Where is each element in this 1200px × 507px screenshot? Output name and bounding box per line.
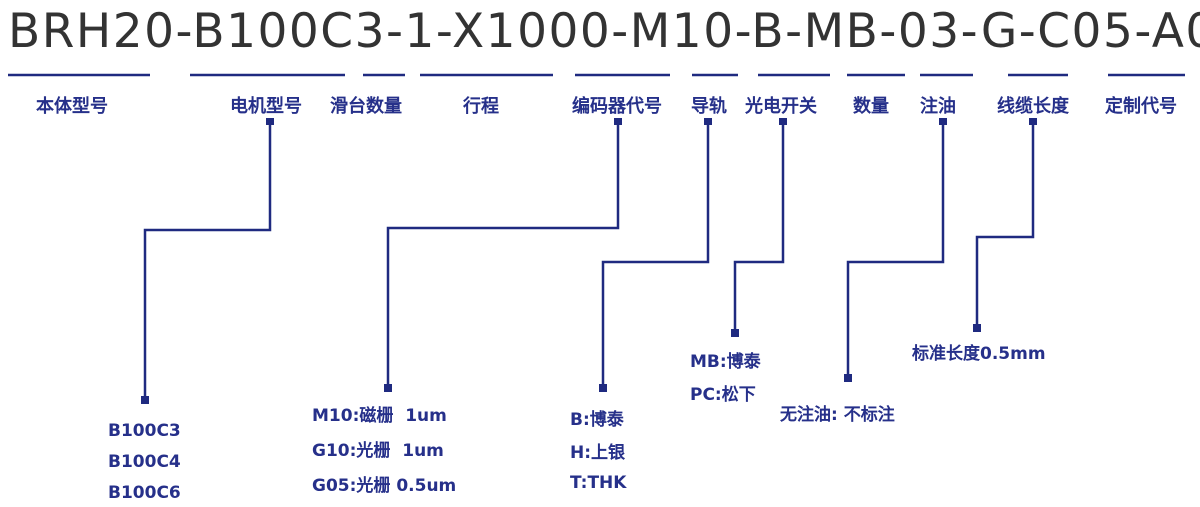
label-custom-code: 定制代号 bbox=[1105, 96, 1177, 117]
endpoint bbox=[599, 384, 607, 392]
label-slide-count: 滑台数量 bbox=[330, 96, 402, 117]
label-body-model: 本体型号 bbox=[36, 96, 108, 117]
marker bbox=[266, 118, 274, 125]
label-motor-model: 电机型号 bbox=[230, 96, 302, 117]
motor-option: B100C3 bbox=[108, 421, 181, 441]
oil-option: 无注油: 不标注 bbox=[780, 405, 895, 425]
marker bbox=[779, 118, 787, 125]
encoder-connector bbox=[386, 122, 620, 386]
marker bbox=[939, 118, 947, 125]
sensor-option: PC:松下 bbox=[690, 385, 756, 405]
marker bbox=[1029, 118, 1037, 125]
cable-option: 标准长度0.5mm bbox=[912, 344, 1046, 364]
cable-connector bbox=[975, 122, 1035, 326]
endpoint bbox=[973, 324, 981, 332]
label-quantity: 数量 bbox=[853, 96, 889, 117]
marker bbox=[704, 118, 712, 125]
encoder-option: G05:光栅 0.5um bbox=[312, 476, 457, 496]
rail-option: T:THK bbox=[570, 473, 627, 493]
endpoint bbox=[844, 374, 852, 382]
motor-option: B100C6 bbox=[108, 483, 181, 503]
label-stroke: 行程 bbox=[463, 96, 499, 117]
oil-connector bbox=[846, 122, 945, 376]
motor-connector bbox=[143, 122, 272, 398]
marker bbox=[614, 118, 622, 125]
sensor-option: MB:博泰 bbox=[690, 352, 761, 372]
encoder-option: M10:磁栅 1um bbox=[312, 406, 447, 426]
label-rail: 导轨 bbox=[691, 96, 727, 117]
label-encoder-code: 编码器代号 bbox=[572, 96, 662, 117]
sensor-connector bbox=[733, 122, 785, 331]
rail-option: H:上银 bbox=[570, 443, 626, 463]
rail-option: B:博泰 bbox=[570, 410, 624, 430]
motor-option: B100C4 bbox=[108, 452, 181, 472]
encoder-option: G10:光栅 1um bbox=[312, 441, 444, 461]
endpoint bbox=[384, 384, 392, 392]
endpoint bbox=[731, 329, 739, 337]
model-code: BRH20-B100C3-1-X1000-M10-B-MB-03-G-C05-A… bbox=[8, 4, 1200, 59]
rail-connector bbox=[601, 122, 710, 386]
label-oiling: 注油 bbox=[920, 96, 956, 117]
endpoint bbox=[141, 396, 149, 404]
label-photo-switch: 光电开关 bbox=[745, 96, 817, 117]
label-cable-length: 线缆长度 bbox=[997, 96, 1069, 117]
